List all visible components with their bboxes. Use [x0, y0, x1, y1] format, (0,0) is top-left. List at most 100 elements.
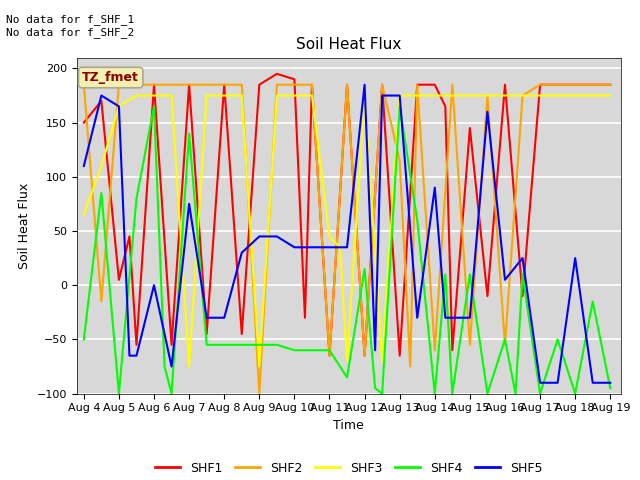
SHF2 — [554, 82, 561, 87]
SHF4 — [115, 391, 123, 396]
SHF3 — [308, 93, 316, 98]
SHF3 — [115, 104, 123, 109]
SHF4 — [203, 342, 211, 348]
SHF4 — [308, 348, 316, 353]
SHF1 — [326, 353, 333, 359]
SHF2 — [308, 82, 316, 87]
SHF1 — [518, 293, 526, 299]
SHF3 — [343, 358, 351, 364]
SHF5 — [413, 315, 421, 321]
SHF3 — [326, 234, 333, 240]
SHF3 — [168, 93, 175, 98]
SHF1 — [132, 342, 140, 348]
SHF2 — [607, 82, 614, 87]
SHF4 — [326, 348, 333, 353]
SHF5 — [168, 364, 175, 370]
SHF1 — [536, 82, 544, 87]
SHF5 — [115, 104, 123, 109]
SHF1 — [125, 234, 133, 240]
SHF5 — [125, 353, 133, 359]
SHF4 — [378, 391, 386, 396]
SHF3 — [80, 212, 88, 217]
SHF1 — [80, 120, 88, 125]
SHF5 — [150, 282, 158, 288]
Legend: SHF1, SHF2, SHF3, SHF4, SHF5: SHF1, SHF2, SHF3, SHF4, SHF5 — [149, 456, 548, 480]
SHF4 — [466, 272, 474, 277]
SHF5 — [466, 315, 474, 321]
SHF5 — [97, 93, 105, 98]
SHF5 — [308, 244, 316, 250]
SHF2 — [273, 82, 281, 87]
SHF1 — [203, 331, 211, 337]
SHF2 — [238, 82, 246, 87]
SHF1 — [97, 98, 105, 104]
SHF4 — [132, 196, 140, 202]
Line: SHF3: SHF3 — [84, 96, 611, 367]
SHF4 — [238, 342, 246, 348]
SHF2 — [203, 82, 211, 87]
SHF4 — [396, 104, 404, 109]
Line: SHF1: SHF1 — [84, 74, 611, 356]
SHF3 — [536, 93, 544, 98]
SHF5 — [501, 277, 509, 283]
SHF1 — [291, 76, 298, 82]
SHF1 — [378, 82, 386, 87]
SHF1 — [589, 82, 596, 87]
SHF2 — [220, 82, 228, 87]
SHF1 — [220, 82, 228, 87]
SHF3 — [150, 93, 158, 98]
Line: SHF4: SHF4 — [84, 107, 611, 394]
SHF2 — [501, 342, 509, 348]
SHF2 — [150, 82, 158, 87]
SHF5 — [185, 201, 193, 207]
SHF5 — [554, 380, 561, 385]
SHF3 — [589, 93, 596, 98]
Text: TZ_fmet: TZ_fmet — [82, 71, 139, 84]
SHF2 — [97, 299, 105, 304]
SHF4 — [161, 364, 168, 370]
SHF2 — [132, 82, 140, 87]
SHF3 — [554, 93, 561, 98]
SHF2 — [291, 82, 298, 87]
SHF4 — [431, 391, 438, 396]
SHF4 — [168, 391, 175, 396]
SHF4 — [442, 272, 449, 277]
SHF5 — [378, 93, 386, 98]
SHF4 — [511, 391, 519, 396]
SHF3 — [255, 364, 263, 370]
SHF3 — [501, 93, 509, 98]
SHF1 — [255, 82, 263, 87]
SHF1 — [431, 82, 438, 87]
SHF4 — [413, 217, 421, 223]
SHF1 — [554, 82, 561, 87]
SHF5 — [518, 255, 526, 261]
SHF1 — [413, 82, 421, 87]
SHF2 — [185, 82, 193, 87]
SHF4 — [501, 336, 509, 342]
Line: SHF2: SHF2 — [84, 84, 611, 394]
SHF1 — [466, 125, 474, 131]
SHF4 — [371, 385, 379, 391]
SHF5 — [343, 244, 351, 250]
SHF4 — [273, 342, 281, 348]
SHF4 — [449, 391, 456, 396]
SHF5 — [255, 234, 263, 240]
SHF4 — [484, 391, 492, 396]
SHF5 — [449, 315, 456, 321]
SHF2 — [589, 82, 596, 87]
SHF4 — [536, 391, 544, 396]
SHF1 — [308, 82, 316, 87]
SHF4 — [554, 336, 561, 342]
SHF1 — [396, 353, 404, 359]
SHF4 — [343, 374, 351, 380]
SHF2 — [449, 82, 456, 87]
SHF1 — [449, 348, 456, 353]
Text: No data for f_SHF_1
No data for f_SHF_2: No data for f_SHF_1 No data for f_SHF_2 — [6, 14, 134, 38]
SHF3 — [238, 93, 246, 98]
SHF2 — [536, 82, 544, 87]
SHF2 — [518, 93, 526, 98]
SHF3 — [572, 93, 579, 98]
SHF5 — [203, 315, 211, 321]
SHF2 — [326, 353, 333, 359]
SHF1 — [168, 342, 175, 348]
